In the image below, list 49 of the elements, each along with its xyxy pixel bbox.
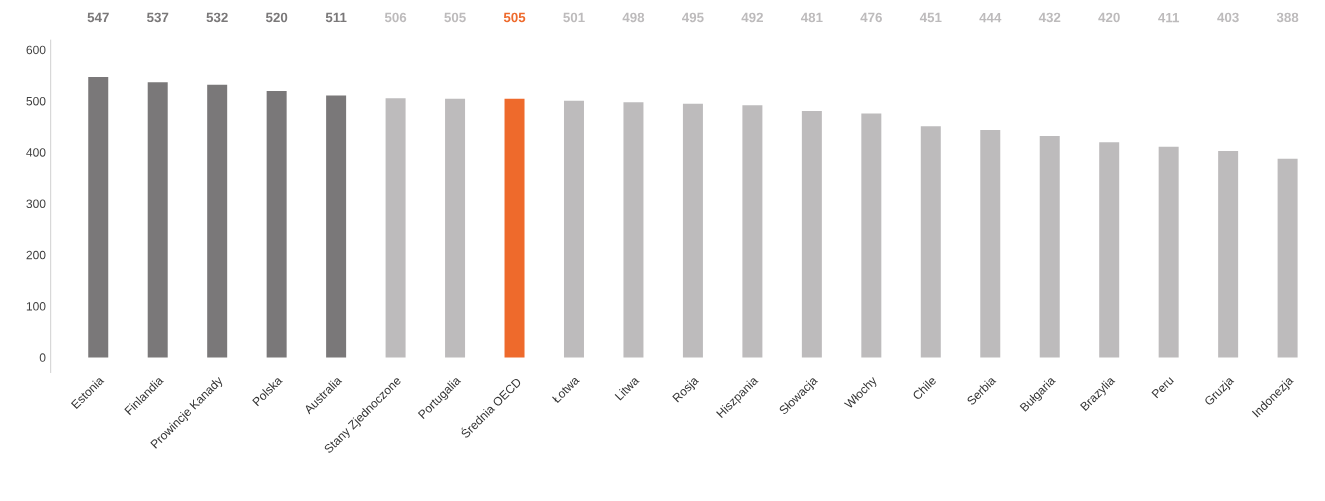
bar <box>1039 136 1060 358</box>
bar <box>623 102 644 358</box>
data-label: 495 <box>682 12 704 23</box>
data-label: 505 <box>503 12 526 23</box>
bar <box>147 82 168 358</box>
bar <box>742 105 763 358</box>
bar <box>445 98 466 358</box>
bar <box>563 100 584 358</box>
y-tick-label: 300 <box>26 199 46 209</box>
data-label: 547 <box>87 12 109 23</box>
data-label: 476 <box>860 12 882 23</box>
y-tick-label: 200 <box>26 250 46 260</box>
y-tick-label: 0 <box>39 353 46 362</box>
data-label: 403 <box>1217 12 1239 23</box>
data-label: 420 <box>1098 12 1120 23</box>
data-label: 411 <box>1158 12 1180 23</box>
bar <box>920 126 941 358</box>
data-label: 520 <box>265 12 288 23</box>
bar <box>326 95 347 358</box>
bar <box>504 98 525 358</box>
data-label: 506 <box>384 12 407 23</box>
bar <box>1158 146 1179 358</box>
bar <box>88 77 109 358</box>
y-tick-label: 100 <box>26 302 46 311</box>
data-label: 505 <box>444 12 466 23</box>
data-label: 511 <box>325 12 347 23</box>
data-label: 501 <box>563 12 585 23</box>
y-tick-label: 600 <box>26 45 46 55</box>
data-label: 388 <box>1276 12 1299 23</box>
bar <box>207 84 228 358</box>
bar <box>861 113 882 358</box>
data-label: 432 <box>1038 12 1061 23</box>
bar <box>266 90 287 358</box>
data-label: 451 <box>919 12 942 23</box>
y-tick-label: 400 <box>26 148 46 157</box>
bar <box>1277 158 1298 358</box>
bar <box>385 98 406 358</box>
bar <box>801 110 822 358</box>
data-label: 498 <box>622 12 645 23</box>
data-label: 492 <box>741 12 763 23</box>
data-label: 444 <box>979 12 1002 23</box>
data-label: 481 <box>800 12 823 23</box>
bar <box>980 129 1001 358</box>
data-label: 532 <box>206 12 228 23</box>
bar <box>1218 150 1239 358</box>
bar <box>1099 142 1120 358</box>
y-tick-label: 500 <box>26 96 46 106</box>
data-label: 537 <box>147 12 169 23</box>
bar <box>682 103 703 358</box>
